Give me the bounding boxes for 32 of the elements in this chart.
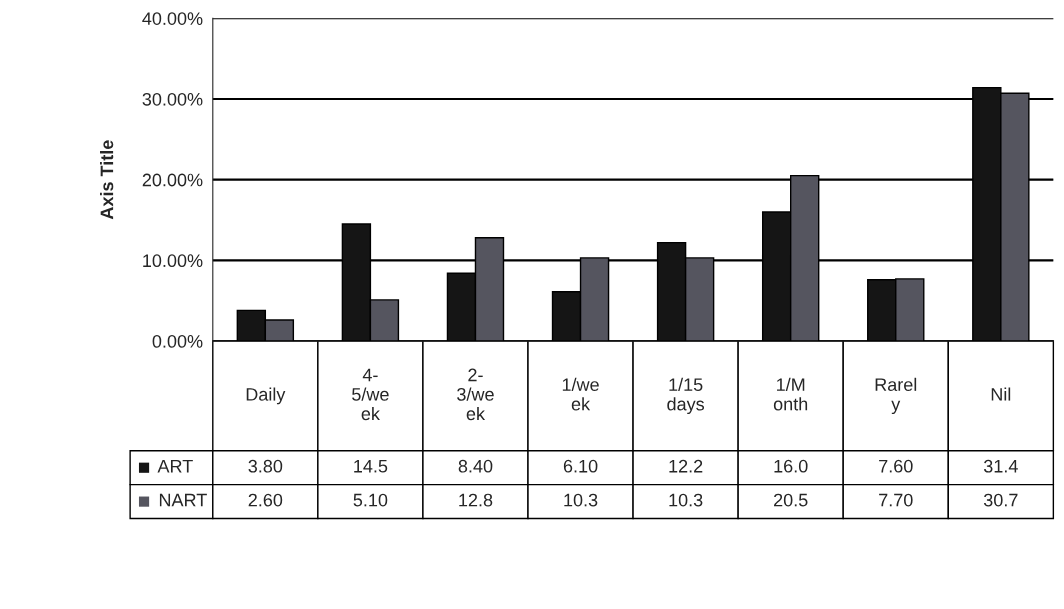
x-tick-label: Nil — [991, 387, 1011, 401]
data-label: 8.40 — [458, 459, 493, 473]
data-label: 12.8 — [459, 493, 493, 507]
y-tick-label: 10.00% — [143, 254, 203, 268]
x-tick-label: 4- 5/we ek — [352, 368, 389, 421]
data-label: 10.3 — [564, 493, 598, 507]
y-tick-label: 0.00% — [152, 334, 203, 348]
data-label: 12.2 — [669, 459, 703, 473]
data-label: 31.4 — [983, 459, 1018, 473]
x-tick-label: Daily — [246, 387, 286, 405]
x-tick-label: 2- 3/we ek — [457, 368, 494, 421]
data-label: 14.5 — [354, 459, 388, 473]
y-tick-label: 20.00% — [142, 173, 203, 187]
legend-label: ART — [157, 459, 193, 473]
x-tick-label: 1/we ek — [562, 377, 599, 411]
x-tick-label: 1/15 days — [667, 377, 705, 415]
y-tick-label: 40.00% — [142, 12, 203, 25]
data-label: 2.60 — [248, 493, 283, 507]
data-label: 6.10 — [563, 459, 598, 473]
data-label: 5.10 — [353, 493, 388, 507]
data-label: 7.60 — [879, 459, 913, 473]
data-label: 16.0 — [774, 459, 808, 473]
data-label: 20.5 — [774, 493, 808, 507]
legend-label: NART — [159, 493, 207, 507]
data-label: 30.7 — [983, 493, 1018, 507]
x-tick-label: 1/M onth — [773, 377, 808, 411]
y-tick-label: 30.00% — [142, 92, 203, 106]
data-label: 10.3 — [669, 493, 703, 507]
data-label: 3.80 — [248, 459, 283, 473]
data-label: 7.70 — [879, 493, 913, 507]
x-tick-label: Rarel y — [875, 377, 917, 415]
y-axis-title: Axis Title — [100, 140, 114, 220]
